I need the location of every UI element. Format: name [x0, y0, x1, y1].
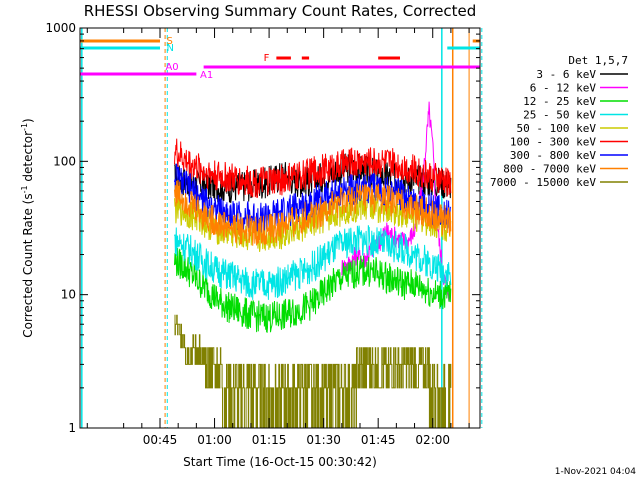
x-tick-label: 01:00: [197, 433, 232, 447]
y-tick-label: 1: [68, 421, 76, 435]
series-line-3: [174, 225, 452, 300]
y-axis-label-sup1: -1: [20, 185, 29, 193]
series-layer: [174, 101, 452, 428]
x-tick-label: 01:45: [361, 433, 396, 447]
series-line-7: [174, 179, 452, 246]
legend-entry-label: 6 - 12 keV: [530, 82, 597, 95]
legend-entry-label: 25 - 50 keV: [523, 109, 596, 122]
x-axis: 00:45 01:00 01:15 01:30 01:45 02:00: [86, 28, 470, 447]
series-line-5: [174, 138, 452, 199]
x-axis-label: Start Time (16-Oct-15 00:30:42): [183, 455, 377, 469]
legend-title: Det 1,5,7: [568, 54, 628, 67]
plot-frame: [79, 27, 481, 429]
footer-date: 1-Nov-2021 04:04: [555, 467, 637, 477]
a1-label: A1: [200, 70, 213, 81]
x-tick-label: 01:30: [306, 433, 341, 447]
annotation-layer: SN A0 A1 F: [80, 28, 483, 428]
y-axis-label-mid: detector: [21, 131, 35, 186]
night-label: N: [167, 43, 174, 54]
legend-entry-label: 100 - 300 keV: [510, 136, 596, 149]
saa-label: S: [167, 36, 173, 47]
y-axis-label-main: Corrected Count Rate (s: [21, 193, 35, 337]
x-tick-label: 02:00: [415, 433, 450, 447]
y-tick-label: 1000: [45, 21, 76, 35]
legend-entry-label: 12 - 25 keV: [523, 95, 596, 108]
x-tick-label: 00:45: [143, 433, 178, 447]
flare-label: F: [264, 53, 270, 64]
y-tick-label: 100: [53, 154, 76, 168]
series-line-2: [174, 247, 452, 333]
y-axis-label-sup2: -1: [20, 123, 29, 131]
legend-entry-label: 800 - 7000 keV: [503, 163, 596, 176]
a0-label: A0: [165, 62, 178, 73]
legend-entry-label: 7000 - 15000 keV: [490, 176, 596, 189]
y-axis-label-end: ): [21, 118, 35, 123]
y-tick-label: 10: [61, 288, 76, 302]
x-tick-label: 01:15: [252, 433, 287, 447]
legend-entry-label: 300 - 800 keV: [510, 149, 596, 162]
legend-entry-label: 3 - 6 keV: [536, 68, 596, 81]
series-line-8: [174, 314, 452, 428]
legend-entry-label: 50 - 100 keV: [517, 122, 597, 135]
y-axis: 1 10 100 1000: [45, 21, 480, 435]
y-axis-label: Corrected Count Rate (s-1 detector-1): [20, 118, 35, 337]
chart-title: RHESSI Observing Summary Count Rates, Co…: [84, 2, 477, 20]
